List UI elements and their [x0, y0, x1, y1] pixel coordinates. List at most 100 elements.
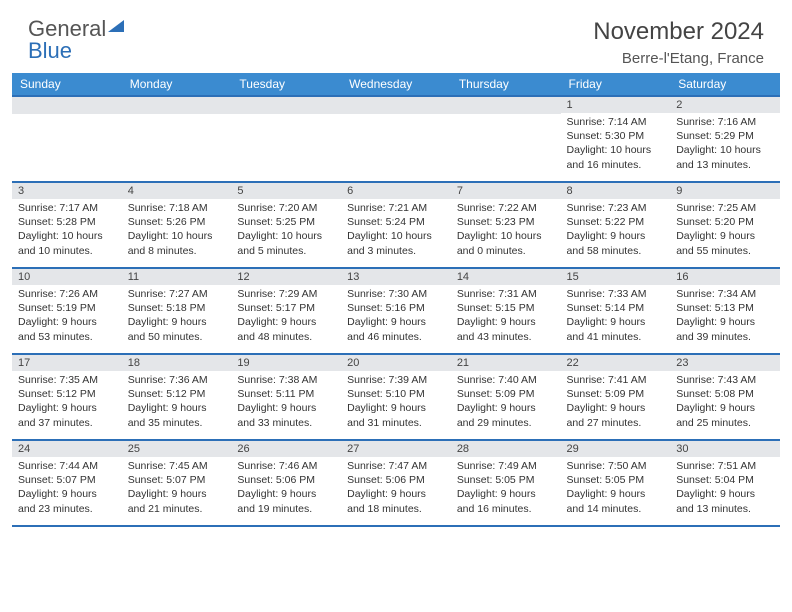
day-cell: 15Sunrise: 7:33 AMSunset: 5:14 PMDayligh…: [561, 268, 671, 354]
day-cell: 1Sunrise: 7:14 AMSunset: 5:30 PMDaylight…: [561, 96, 671, 182]
day-number: 29: [561, 441, 671, 457]
day-content: Sunrise: 7:41 AMSunset: 5:09 PMDaylight:…: [561, 371, 671, 434]
day-cell: [341, 96, 451, 182]
day-content: Sunrise: 7:38 AMSunset: 5:11 PMDaylight:…: [231, 371, 341, 434]
day-content: Sunrise: 7:50 AMSunset: 5:05 PMDaylight:…: [561, 457, 671, 520]
day-number: 21: [451, 355, 561, 371]
day-number: 12: [231, 269, 341, 285]
day-content: Sunrise: 7:46 AMSunset: 5:06 PMDaylight:…: [231, 457, 341, 520]
day-cell: 4Sunrise: 7:18 AMSunset: 5:26 PMDaylight…: [122, 182, 232, 268]
day-cell: 24Sunrise: 7:44 AMSunset: 5:07 PMDayligh…: [12, 440, 122, 526]
day-cell: 22Sunrise: 7:41 AMSunset: 5:09 PMDayligh…: [561, 354, 671, 440]
day-number: 15: [561, 269, 671, 285]
sail-icon: [108, 20, 124, 32]
day-content: Sunrise: 7:34 AMSunset: 5:13 PMDaylight:…: [670, 285, 780, 348]
weekday-header: Sunday: [12, 73, 122, 96]
day-cell: 27Sunrise: 7:47 AMSunset: 5:06 PMDayligh…: [341, 440, 451, 526]
day-number: [12, 97, 122, 114]
day-number: [451, 97, 561, 114]
day-content: Sunrise: 7:20 AMSunset: 5:25 PMDaylight:…: [231, 199, 341, 262]
day-number: 20: [341, 355, 451, 371]
day-cell: 30Sunrise: 7:51 AMSunset: 5:04 PMDayligh…: [670, 440, 780, 526]
day-content: Sunrise: 7:45 AMSunset: 5:07 PMDaylight:…: [122, 457, 232, 520]
day-cell: 12Sunrise: 7:29 AMSunset: 5:17 PMDayligh…: [231, 268, 341, 354]
week-row: 24Sunrise: 7:44 AMSunset: 5:07 PMDayligh…: [12, 440, 780, 526]
day-cell: 7Sunrise: 7:22 AMSunset: 5:23 PMDaylight…: [451, 182, 561, 268]
day-number: 17: [12, 355, 122, 371]
day-content: Sunrise: 7:47 AMSunset: 5:06 PMDaylight:…: [341, 457, 451, 520]
day-cell: [231, 96, 341, 182]
day-content: Sunrise: 7:44 AMSunset: 5:07 PMDaylight:…: [12, 457, 122, 520]
day-cell: 18Sunrise: 7:36 AMSunset: 5:12 PMDayligh…: [122, 354, 232, 440]
day-number: 5: [231, 183, 341, 199]
day-content: Sunrise: 7:43 AMSunset: 5:08 PMDaylight:…: [670, 371, 780, 434]
day-content: Sunrise: 7:18 AMSunset: 5:26 PMDaylight:…: [122, 199, 232, 262]
day-cell: 5Sunrise: 7:20 AMSunset: 5:25 PMDaylight…: [231, 182, 341, 268]
day-number: 26: [231, 441, 341, 457]
day-number: 6: [341, 183, 451, 199]
day-number: [231, 97, 341, 114]
day-cell: 21Sunrise: 7:40 AMSunset: 5:09 PMDayligh…: [451, 354, 561, 440]
day-cell: 26Sunrise: 7:46 AMSunset: 5:06 PMDayligh…: [231, 440, 341, 526]
day-number: 11: [122, 269, 232, 285]
title-block: November 2024 Berre-l'Etang, France: [593, 18, 764, 67]
day-number: 4: [122, 183, 232, 199]
day-content: Sunrise: 7:40 AMSunset: 5:09 PMDaylight:…: [451, 371, 561, 434]
day-content: Sunrise: 7:22 AMSunset: 5:23 PMDaylight:…: [451, 199, 561, 262]
day-content: Sunrise: 7:26 AMSunset: 5:19 PMDaylight:…: [12, 285, 122, 348]
calendar-body: 1Sunrise: 7:14 AMSunset: 5:30 PMDaylight…: [12, 96, 780, 526]
day-cell: 25Sunrise: 7:45 AMSunset: 5:07 PMDayligh…: [122, 440, 232, 526]
weekday-header: Tuesday: [231, 73, 341, 96]
day-cell: 28Sunrise: 7:49 AMSunset: 5:05 PMDayligh…: [451, 440, 561, 526]
calendar-table: SundayMondayTuesdayWednesdayThursdayFrid…: [12, 73, 780, 527]
day-cell: 17Sunrise: 7:35 AMSunset: 5:12 PMDayligh…: [12, 354, 122, 440]
logo: General Blue: [28, 18, 124, 62]
day-content: Sunrise: 7:16 AMSunset: 5:29 PMDaylight:…: [670, 113, 780, 176]
day-cell: 23Sunrise: 7:43 AMSunset: 5:08 PMDayligh…: [670, 354, 780, 440]
week-row: 3Sunrise: 7:17 AMSunset: 5:28 PMDaylight…: [12, 182, 780, 268]
day-content: Sunrise: 7:35 AMSunset: 5:12 PMDaylight:…: [12, 371, 122, 434]
day-content: Sunrise: 7:21 AMSunset: 5:24 PMDaylight:…: [341, 199, 451, 262]
day-content: Sunrise: 7:31 AMSunset: 5:15 PMDaylight:…: [451, 285, 561, 348]
location: Berre-l'Etang, France: [593, 50, 764, 67]
day-number: 13: [341, 269, 451, 285]
day-content: Sunrise: 7:14 AMSunset: 5:30 PMDaylight:…: [561, 113, 671, 176]
day-content: Sunrise: 7:23 AMSunset: 5:22 PMDaylight:…: [561, 199, 671, 262]
day-number: 19: [231, 355, 341, 371]
day-number: 18: [122, 355, 232, 371]
day-content: Sunrise: 7:39 AMSunset: 5:10 PMDaylight:…: [341, 371, 451, 434]
day-number: 16: [670, 269, 780, 285]
week-row: 17Sunrise: 7:35 AMSunset: 5:12 PMDayligh…: [12, 354, 780, 440]
day-number: 3: [12, 183, 122, 199]
day-cell: 20Sunrise: 7:39 AMSunset: 5:10 PMDayligh…: [341, 354, 451, 440]
week-row: 1Sunrise: 7:14 AMSunset: 5:30 PMDaylight…: [12, 96, 780, 182]
day-number: 8: [561, 183, 671, 199]
day-cell: [12, 96, 122, 182]
day-number: 30: [670, 441, 780, 457]
day-cell: [122, 96, 232, 182]
weekday-header: Monday: [122, 73, 232, 96]
day-number: 1: [561, 97, 671, 113]
day-cell: 6Sunrise: 7:21 AMSunset: 5:24 PMDaylight…: [341, 182, 451, 268]
day-cell: [451, 96, 561, 182]
day-content: Sunrise: 7:36 AMSunset: 5:12 PMDaylight:…: [122, 371, 232, 434]
weekday-header: Wednesday: [341, 73, 451, 96]
day-content: Sunrise: 7:51 AMSunset: 5:04 PMDaylight:…: [670, 457, 780, 520]
day-cell: 19Sunrise: 7:38 AMSunset: 5:11 PMDayligh…: [231, 354, 341, 440]
day-number: 14: [451, 269, 561, 285]
calendar: SundayMondayTuesdayWednesdayThursdayFrid…: [0, 73, 792, 527]
day-content: Sunrise: 7:17 AMSunset: 5:28 PMDaylight:…: [12, 199, 122, 262]
day-number: 25: [122, 441, 232, 457]
day-number: 7: [451, 183, 561, 199]
day-content: Sunrise: 7:29 AMSunset: 5:17 PMDaylight:…: [231, 285, 341, 348]
header: General Blue November 2024 Berre-l'Etang…: [0, 0, 792, 73]
day-number: 10: [12, 269, 122, 285]
day-cell: 11Sunrise: 7:27 AMSunset: 5:18 PMDayligh…: [122, 268, 232, 354]
logo-text-2: Blue: [28, 38, 72, 63]
day-number: 24: [12, 441, 122, 457]
day-cell: 8Sunrise: 7:23 AMSunset: 5:22 PMDaylight…: [561, 182, 671, 268]
day-content: Sunrise: 7:33 AMSunset: 5:14 PMDaylight:…: [561, 285, 671, 348]
day-number: 27: [341, 441, 451, 457]
month-title: November 2024: [593, 18, 764, 46]
day-cell: 9Sunrise: 7:25 AMSunset: 5:20 PMDaylight…: [670, 182, 780, 268]
